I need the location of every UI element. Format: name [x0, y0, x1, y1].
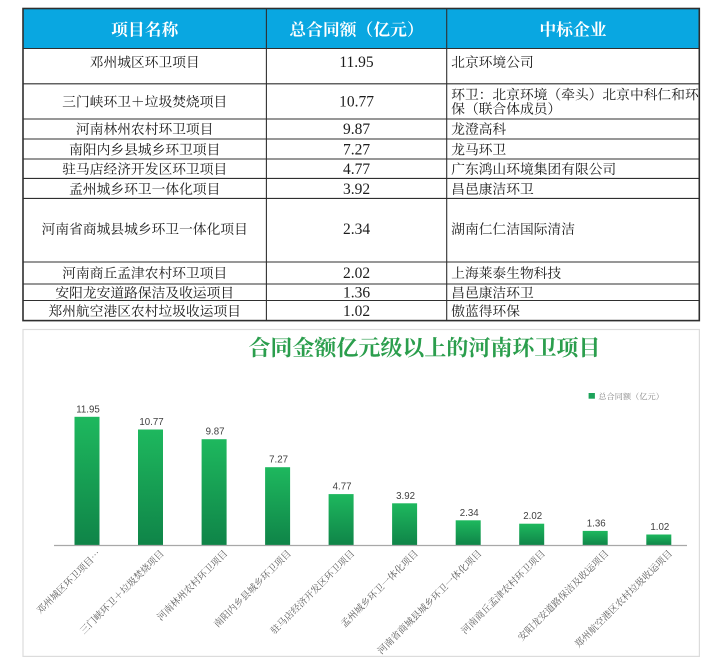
svg-text:1.02: 1.02: [343, 303, 370, 320]
svg-text:10.77: 10.77: [139, 417, 163, 428]
svg-text:4.77: 4.77: [343, 161, 370, 178]
svg-text:2.34: 2.34: [343, 221, 370, 238]
svg-text:7.27: 7.27: [343, 141, 370, 158]
svg-text:7.27: 7.27: [269, 455, 288, 466]
svg-text:3.92: 3.92: [396, 491, 415, 502]
svg-text:9.87: 9.87: [343, 121, 370, 138]
svg-text:2.34: 2.34: [460, 508, 479, 519]
svg-text:1.02: 1.02: [650, 522, 669, 533]
svg-text:10.77: 10.77: [339, 94, 374, 111]
svg-text:11.95: 11.95: [76, 404, 100, 415]
svg-text:4.77: 4.77: [333, 482, 352, 493]
svg-text:2.02: 2.02: [523, 511, 542, 522]
svg-text:9.87: 9.87: [206, 427, 225, 438]
svg-text:1.36: 1.36: [587, 518, 606, 529]
svg-text:1.36: 1.36: [343, 285, 370, 302]
svg-text:11.95: 11.95: [339, 54, 374, 71]
svg-text:2.02: 2.02: [343, 265, 370, 282]
svg-text:3.92: 3.92: [343, 181, 370, 198]
